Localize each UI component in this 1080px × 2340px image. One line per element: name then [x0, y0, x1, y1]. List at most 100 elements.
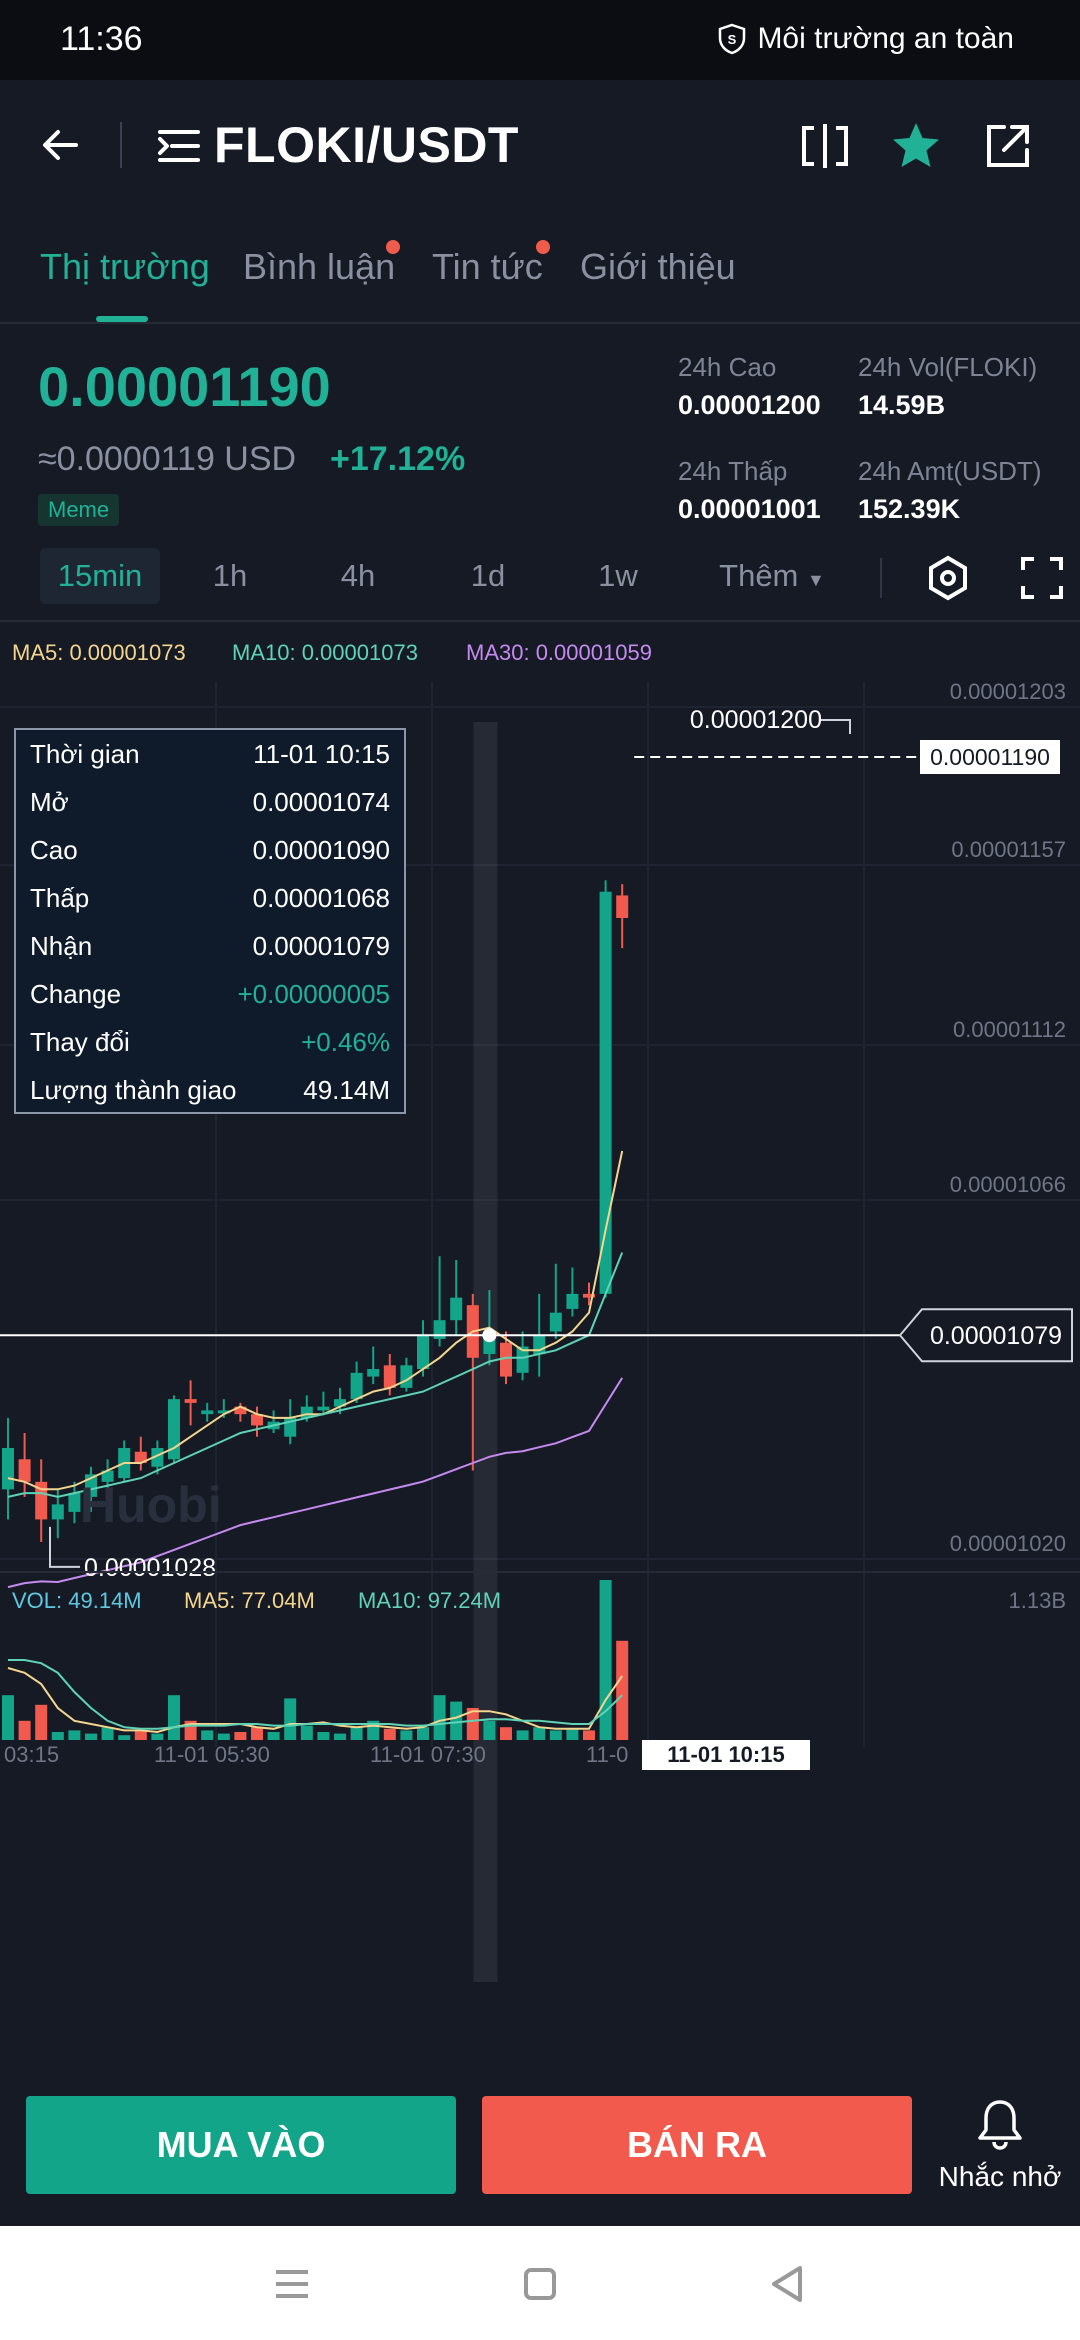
y-axis-tick-label: 0.00001066	[950, 1172, 1066, 1197]
active-tab-indicator	[96, 316, 148, 322]
info-row-high: Cao 0.00001090	[30, 826, 390, 874]
volume-bar	[350, 1727, 363, 1740]
info-label: Thời gian	[30, 738, 140, 769]
low-24h-label: 24h Thấp	[678, 456, 788, 486]
amt-24h-label: 24h Amt(USDT)	[858, 456, 1042, 486]
info-value: 0.00001074	[252, 786, 390, 817]
system-nav-bar	[0, 2226, 1080, 2340]
volume-bar	[168, 1695, 180, 1740]
info-row-low: Thấp 0.00001068	[30, 874, 390, 922]
volume-bar	[217, 1733, 230, 1740]
volume-bar	[134, 1730, 147, 1740]
ma30-legend: MA30: 0.00001059	[466, 640, 652, 665]
candle-body	[367, 1369, 380, 1377]
price-alert-button[interactable]: Nhắc nhở	[930, 2096, 1070, 2206]
volume-bar	[151, 1733, 164, 1740]
ma10-line	[7, 1252, 624, 1498]
tab-market[interactable]: Thị trường	[40, 246, 210, 287]
candle-body	[184, 1399, 197, 1403]
recent-apps-icon[interactable]	[264, 2256, 320, 2312]
vol-ma10-legend: MA10: 97.24M	[358, 1588, 501, 1613]
interval-1h[interactable]: 1h	[212, 558, 248, 593]
y-axis-tick-label: 0.00001020	[950, 1531, 1066, 1556]
split-view-icon[interactable]	[800, 122, 850, 170]
tab-comments-badge	[386, 240, 400, 254]
vol-max-label: 1.13B	[1009, 1588, 1067, 1613]
info-value: 11-01 10:15	[253, 738, 390, 769]
bell-icon	[978, 2100, 1022, 2150]
share-icon[interactable]	[984, 122, 1032, 170]
info-label: Nhận	[30, 930, 93, 961]
interval-15min[interactable]: 15min	[40, 548, 160, 604]
candle-body	[18, 1459, 31, 1482]
tab-intro[interactable]: Giới thiệu	[580, 246, 736, 287]
time-axis-label: 11-0	[586, 1742, 628, 1767]
amt-24h-value: 152.39K	[858, 494, 961, 524]
candle-body	[251, 1414, 263, 1426]
indicator-settings-icon[interactable]	[924, 554, 972, 602]
volume-bar	[483, 1720, 496, 1740]
chart-area[interactable]: MA5: 0.00001073 MA10: 0.00001073 MA30: 0…	[0, 620, 1080, 2030]
candle-body	[616, 895, 629, 918]
favorite-star-icon[interactable]	[890, 120, 942, 172]
time-axis-label: 11-01 07:30	[370, 1742, 486, 1767]
shield-icon: S	[719, 23, 746, 55]
volume-bar	[533, 1727, 546, 1740]
trade-action-bar: MUA VÀO BÁN RA Nhắc nhở	[0, 2076, 1080, 2226]
volume-bar	[400, 1730, 413, 1740]
back-arrow-icon[interactable]	[36, 120, 86, 170]
ma5-line	[7, 1150, 624, 1491]
info-value: +0.00000005	[237, 978, 390, 1009]
info-value: +0.46%	[301, 1026, 390, 1057]
candle-body	[599, 891, 612, 1294]
crosshair-point	[482, 1328, 497, 1343]
tab-news[interactable]: Tin tức	[432, 246, 543, 287]
last-price: 0.00001190	[38, 355, 331, 418]
pair-title[interactable]: FLOKI/USDT	[214, 117, 519, 173]
candle-body	[350, 1372, 363, 1400]
volume-bar	[118, 1735, 131, 1740]
last-price-tag-label: 0.00001190	[930, 744, 1050, 770]
volume-bar	[516, 1730, 529, 1740]
crosshair-time-tag	[642, 1740, 810, 1770]
candle-body	[516, 1346, 529, 1373]
info-row-volume: Lượng thành giao 49.14M	[30, 1066, 390, 1114]
volume-bar	[433, 1695, 446, 1740]
interval-1d[interactable]: 1d	[470, 558, 506, 593]
candle-body	[300, 1406, 313, 1418]
y-axis-tick-label: 0.00001157	[951, 837, 1066, 862]
vol-ma5-legend: MA5: 77.04M	[184, 1588, 315, 1613]
back-triangle-icon[interactable]	[760, 2256, 816, 2312]
high-marker-label: 0.00001200	[690, 706, 822, 734]
category-tag[interactable]: Meme	[38, 494, 120, 526]
volume-bar	[466, 1708, 479, 1740]
sell-button[interactable]: BÁN RA	[482, 2096, 912, 2194]
volume-bar	[51, 1732, 64, 1740]
interval-1w[interactable]: 1w	[598, 558, 638, 593]
interval-more[interactable]: Thêm ▼	[712, 548, 832, 604]
candle-body	[234, 1406, 247, 1415]
buy-button[interactable]: MUA VÀO	[26, 2096, 456, 2194]
candle-info-box: Thời gian 11-01 10:15 Mở 0.00001074 Cao 0.0…	[14, 728, 406, 1114]
usd-price: ≈0.0000119 USD	[38, 440, 297, 478]
low-24h-value: 0.00001001	[678, 494, 821, 524]
volume-bar	[599, 1580, 612, 1740]
vol-24h-value: 14.59B	[858, 390, 946, 420]
candlestick-chart[interactable]: 0.00001203 0.00001157 0.00001112 0.00001066…	[0, 622, 1080, 2032]
ma10-legend: MA10: 0.00001073	[232, 640, 418, 665]
candle-body	[317, 1406, 330, 1411]
interval-4h[interactable]: 4h	[340, 558, 376, 593]
volume-bar	[201, 1730, 214, 1740]
info-label: Mở	[30, 786, 69, 817]
fullscreen-icon[interactable]	[1020, 556, 1064, 600]
info-value: 49.14M	[303, 1074, 390, 1105]
volume-bar	[566, 1728, 579, 1740]
volume-bar	[500, 1727, 512, 1740]
home-icon[interactable]	[512, 2256, 568, 2312]
pair-menu-icon[interactable]	[156, 126, 202, 166]
high-marker-line	[820, 719, 851, 734]
volume-bar	[85, 1733, 97, 1740]
tab-comments[interactable]: Bình luận	[243, 246, 396, 287]
low-marker-label: 0.00001028	[84, 1554, 216, 1582]
volume-ma5-line	[7, 1667, 624, 1734]
